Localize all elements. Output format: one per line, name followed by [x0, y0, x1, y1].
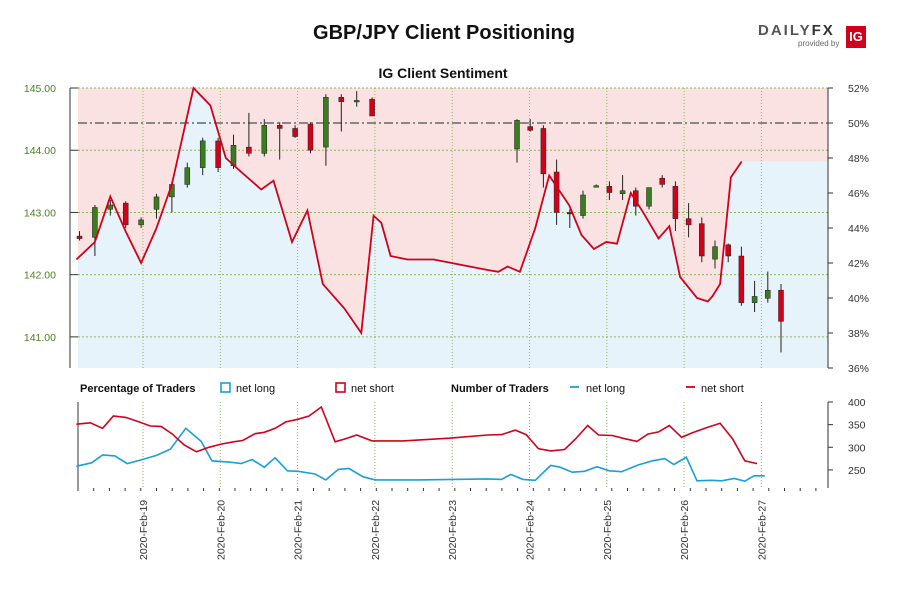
candle-bearish [76, 235, 83, 239]
x-tick-label: 2020-Feb-26 [679, 500, 691, 560]
candle-bearish [292, 128, 298, 137]
legend-number-title: Number of Traders [451, 383, 549, 395]
y-right-tick-label: 38% [848, 328, 869, 340]
legend-net-short-box [335, 382, 346, 393]
legend-net-long-pct-label: net long [236, 383, 275, 395]
net-short-traders-line [76, 405, 758, 465]
candle-bullish [712, 246, 718, 260]
y-left-tick-label: 145.00 [24, 83, 56, 95]
candle-bullish [153, 196, 160, 210]
candle-bullish [199, 140, 206, 168]
chart-title: GBP/JPY Client Positioning [313, 22, 575, 44]
ig-logo-icon: IG [846, 26, 866, 48]
logo-subtext: provided by [798, 39, 840, 48]
y-right-tick-label: 40% [848, 293, 869, 305]
y-right-tick-label: 52% [848, 83, 869, 95]
candle-bearish [725, 244, 731, 257]
lower-y-tick-label: 250 [848, 465, 866, 477]
candle-bearish [215, 140, 221, 168]
candle-bearish [246, 146, 252, 154]
candle-bullish [107, 204, 114, 210]
candle-bearish [527, 126, 533, 131]
candle-bearish [699, 223, 705, 257]
logo-brand-fx: FX [811, 22, 835, 39]
lower-y-tick-label: 300 [848, 442, 866, 454]
candle-bearish [738, 255, 745, 303]
candle-bullish [646, 187, 652, 207]
y-left-tick-label: 142.00 [24, 270, 56, 282]
legend-net-short-pct-label: net short [351, 383, 394, 395]
candle-bullish [184, 167, 191, 185]
candle-bearish [122, 202, 129, 226]
candle-bearish [307, 123, 314, 151]
y-right-tick-label: 36% [848, 363, 869, 375]
logo-brand-daily: DAILY [758, 22, 812, 39]
candle-bearish [338, 97, 345, 102]
candle-bullish [751, 296, 758, 303]
candle-bullish [580, 194, 586, 216]
candle-bullish [514, 120, 520, 150]
y-left-tick-label: 143.00 [24, 207, 56, 219]
net-long-traders-line [76, 427, 765, 483]
net-short-percentage-line [75, 86, 743, 336]
legend-net-long-box [220, 382, 231, 393]
candle-bearish [606, 186, 613, 193]
chart-subtitle: IG Client Sentiment [378, 65, 507, 81]
candle-bullish [593, 185, 599, 188]
candle-bullish [261, 125, 268, 154]
x-tick-label: 2020-Feb-27 [756, 500, 768, 560]
candle-bearish [540, 128, 547, 175]
y-left-tick-label: 141.00 [24, 332, 56, 344]
legend-percentage-title: Percentage of Traders [80, 383, 196, 395]
x-tick-label: 2020-Feb-20 [215, 500, 227, 560]
candle-bearish [659, 177, 665, 185]
candle-bullish [765, 289, 771, 299]
candle-bearish [276, 125, 283, 129]
candle-bullish [138, 219, 144, 226]
y-right-tick-label: 48% [848, 153, 869, 165]
candle-bearish [553, 171, 560, 213]
legend-net-short-num-label: net short [701, 383, 744, 395]
x-tick-label: 2020-Feb-24 [525, 500, 537, 560]
lower-y-tick-label: 400 [848, 397, 866, 409]
y-left-tick-label: 144.00 [24, 145, 56, 157]
candle-bearish [685, 218, 692, 226]
x-tick-label: 2020-Feb-22 [370, 500, 382, 560]
x-tick-label: 2020-Feb-19 [138, 500, 150, 560]
candle-bearish [672, 186, 679, 219]
y-right-tick-label: 50% [848, 118, 869, 130]
candle-bullish [619, 190, 626, 195]
x-tick-label: 2020-Feb-21 [293, 500, 305, 560]
legend-net-long-num-label: net long [586, 383, 625, 395]
candle-bearish [778, 289, 784, 322]
x-tick-label: 2020-Feb-25 [602, 500, 614, 560]
candle-bearish [369, 98, 375, 117]
candle-bullish [323, 97, 329, 148]
y-right-tick-label: 42% [848, 258, 869, 270]
y-right-tick-label: 46% [848, 188, 869, 200]
dailyfx-logo: DAILYFX provided by IG [758, 22, 870, 52]
candle-bullish [92, 207, 98, 238]
lower-y-tick-label: 350 [848, 420, 866, 432]
x-tick-label: 2020-Feb-23 [447, 500, 459, 560]
logo-brand: DAILYFX [758, 22, 835, 39]
candle-bullish [353, 100, 360, 103]
net-long-area [76, 88, 828, 368]
y-right-tick-label: 44% [848, 223, 869, 235]
